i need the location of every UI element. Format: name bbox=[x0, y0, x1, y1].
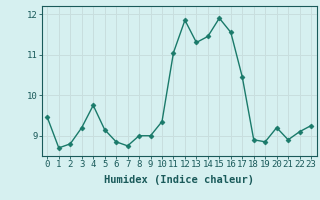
X-axis label: Humidex (Indice chaleur): Humidex (Indice chaleur) bbox=[104, 175, 254, 185]
